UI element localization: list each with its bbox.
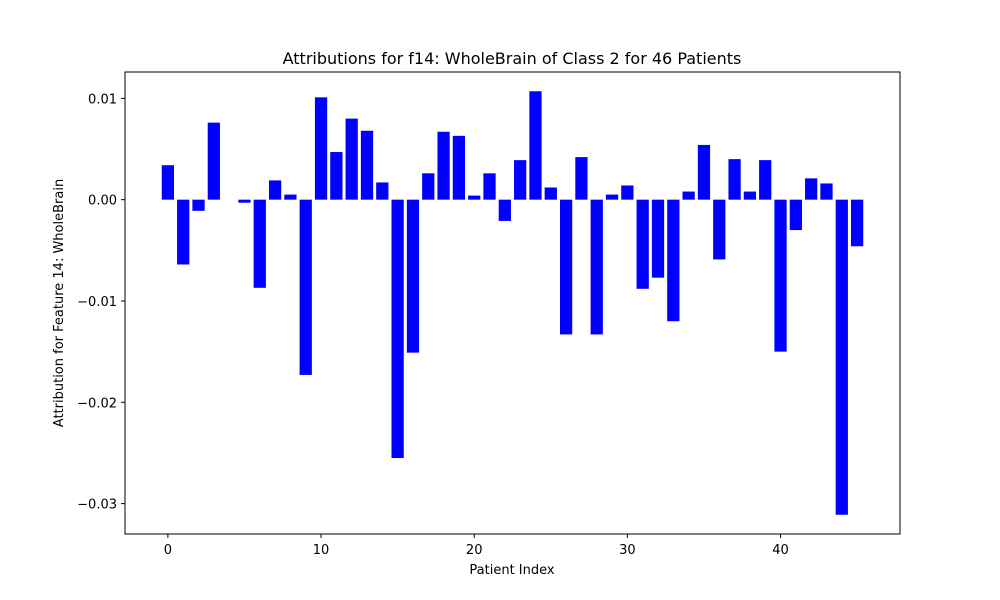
bar-patient-43 [820, 183, 833, 200]
bar-patient-39 [759, 160, 772, 200]
x-axis-ticks: 0 10 20 30 40 [164, 534, 789, 558]
x-tick-label: 30 [619, 543, 636, 558]
y-axis-label: Attribution for Feature 14: WholeBrain [52, 179, 67, 427]
bar-patient-35 [697, 144, 711, 200]
x-tick-label: 10 [313, 543, 330, 558]
bar-patient-23 [514, 160, 527, 200]
bar-patient-19 [452, 135, 466, 200]
bar-patient-30 [621, 185, 634, 200]
bar-patient-42 [805, 178, 818, 200]
bar-patient-18 [437, 131, 450, 200]
axes-frame [124, 71, 901, 535]
bar-patient-41 [789, 199, 802, 231]
bar-patient-11 [330, 152, 343, 200]
bar-patient-12 [345, 118, 358, 200]
bar-patient-3 [207, 122, 220, 200]
bar-patient-28 [590, 199, 603, 335]
y-tick-label: 0.00 [88, 194, 117, 209]
bar-patient-36 [713, 199, 726, 260]
x-tick-label: 40 [772, 543, 789, 558]
bar-patient-33 [667, 199, 680, 322]
bar-patient-24 [529, 91, 542, 200]
bar-patient-13 [360, 130, 374, 200]
bar-patient-32 [651, 199, 665, 278]
bar-patient-31 [636, 199, 649, 289]
bar-patient-10 [314, 97, 328, 200]
bar-patient-44 [835, 199, 848, 515]
y-axis-ticks: 0.01 0.00 −0.01 −0.02 −0.03 [77, 92, 125, 513]
x-axis-label: Patient Index [469, 563, 554, 578]
bar-patient-22 [498, 199, 511, 221]
bar-patient-20 [468, 195, 481, 200]
bar-patient-45 [850, 199, 864, 247]
bar-patient-5 [238, 199, 251, 203]
chart-title: Attributions for f14: WholeBrain of Clas… [283, 49, 742, 68]
bar-patient-37 [728, 159, 741, 200]
bars-group [161, 91, 864, 515]
bar-patient-14 [376, 182, 389, 200]
x-tick-label: 0 [164, 543, 172, 558]
bar-patient-0 [161, 165, 175, 200]
bar-patient-26 [559, 199, 573, 335]
bar-patient-34 [682, 191, 695, 200]
bar-patient-38 [743, 191, 757, 200]
bar-patient-2 [192, 199, 205, 211]
y-tick-label: 0.01 [88, 92, 117, 107]
y-tick-label: −0.01 [77, 295, 117, 310]
bar-patient-16 [406, 199, 420, 353]
bar-patient-7 [268, 180, 282, 200]
bar-patient-8 [284, 194, 297, 200]
x-tick-label: 20 [466, 543, 483, 558]
bar-patient-9 [299, 199, 312, 375]
y-tick-label: −0.02 [77, 396, 117, 411]
bar-patient-15 [391, 199, 404, 459]
bar-patient-27 [575, 157, 588, 200]
bar-patient-21 [483, 173, 496, 200]
bar-patient-40 [774, 199, 787, 352]
bar-patient-25 [544, 187, 557, 200]
y-tick-label: −0.03 [77, 498, 117, 513]
bar-patient-29 [605, 194, 619, 200]
bar-patient-1 [177, 199, 190, 265]
bar-patient-6 [253, 199, 266, 288]
bar-patient-17 [422, 173, 435, 200]
